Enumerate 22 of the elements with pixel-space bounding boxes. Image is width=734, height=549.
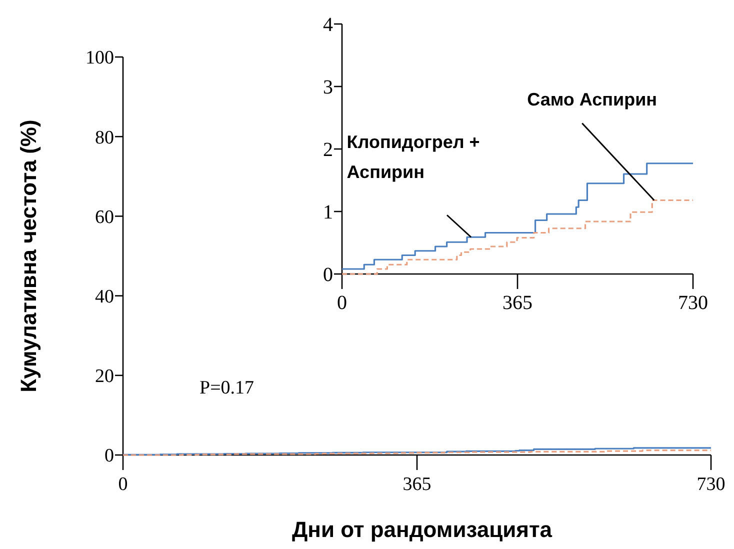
y-tick-label: 80 [95, 127, 114, 148]
y-tick-label: 20 [95, 366, 114, 388]
x-tick-label: 365 [502, 292, 532, 314]
annotation: P=0.17 [200, 377, 254, 398]
text: Клопидогрел + Аспирин [346, 132, 480, 182]
x-tick-label: 0 [337, 292, 347, 314]
y-tick-label: 0 [104, 446, 114, 467]
y-tick-label: 1 [323, 202, 333, 224]
y-tick-label: 0 [323, 264, 333, 286]
y-tick-label: 100 [86, 48, 114, 69]
text: Само Аспирин [527, 89, 658, 110]
y-tick-label: 40 [95, 286, 114, 308]
x-tick-label: 730 [678, 292, 708, 314]
y-tick-label: 2 [323, 139, 333, 161]
y-tick-label: 60 [95, 206, 114, 228]
y-tick-label: 3 [323, 76, 333, 98]
y-axis-title: Кумулативна честота (%) [16, 120, 41, 392]
x-axis-title: Дни от рандомизацията [292, 517, 553, 542]
x-tick-label: 730 [696, 474, 726, 495]
x-tick-label: 365 [402, 474, 432, 495]
x-tick-label: 0 [118, 474, 128, 495]
y-tick-label: 4 [323, 14, 333, 36]
